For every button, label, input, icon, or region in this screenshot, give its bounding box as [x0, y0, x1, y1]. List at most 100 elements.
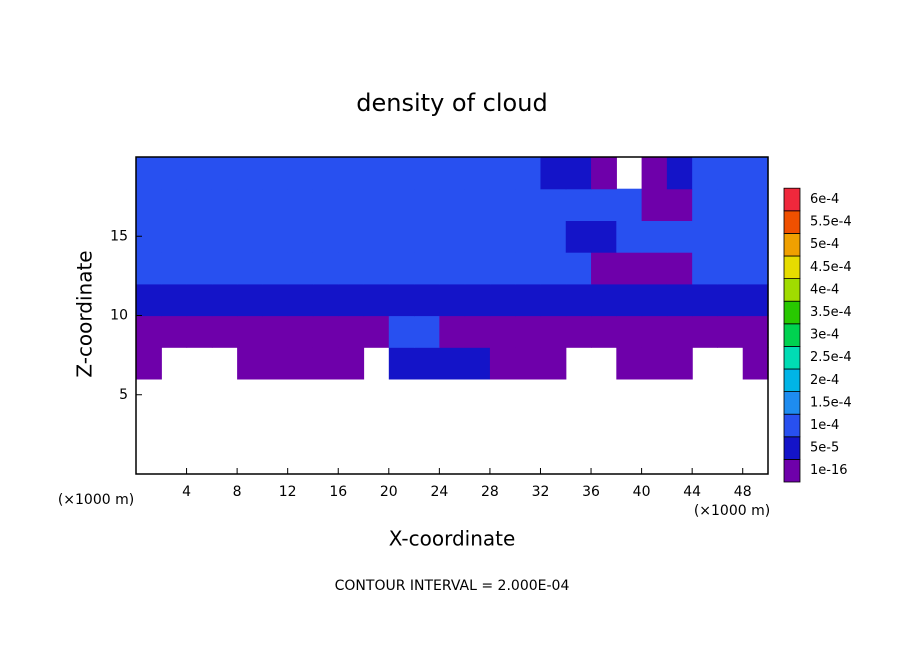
cell: [692, 315, 719, 348]
colorbar-label: 1e-16: [810, 463, 848, 478]
cell: [742, 220, 769, 253]
x-tick-label: 40: [633, 484, 651, 500]
cell: [464, 315, 491, 348]
cell: [262, 220, 289, 253]
cell: [237, 157, 263, 190]
cell: [616, 220, 643, 253]
colorbar-box: [783, 210, 801, 234]
colorbar-box: [783, 368, 801, 393]
cell: [692, 220, 719, 253]
cell: [161, 283, 188, 317]
cell: [540, 157, 567, 190]
cell: [338, 188, 365, 221]
cell: [464, 157, 491, 190]
cell: [666, 188, 693, 221]
cell: [388, 157, 415, 190]
y-unit-label: (×1000 m): [58, 492, 134, 508]
cell: [717, 157, 744, 190]
cell: [641, 220, 668, 253]
cell: [489, 283, 516, 317]
cell: [262, 157, 289, 190]
cell: [439, 188, 466, 221]
cell: [161, 315, 188, 348]
field: [136, 157, 769, 380]
chart-title: density of cloud: [356, 89, 547, 117]
cell: [161, 220, 188, 253]
cell: [742, 347, 769, 380]
colorbar-label: 5e-4: [810, 237, 839, 252]
colorbar-label: 3.5e-4: [810, 305, 852, 320]
cell: [287, 283, 314, 317]
cell: [312, 315, 339, 348]
cell: [211, 220, 238, 253]
cell: [136, 188, 162, 221]
cell: [515, 188, 542, 221]
cell: [666, 220, 693, 253]
cell: [540, 283, 567, 317]
cell: [489, 157, 516, 190]
cell: [591, 252, 617, 285]
cell: [211, 157, 238, 190]
cell: [287, 188, 314, 221]
x-tick-label: 32: [532, 484, 550, 500]
cell: [464, 188, 491, 221]
cell: [211, 315, 238, 348]
cell: [439, 283, 466, 317]
cell: [591, 315, 617, 348]
cell: [414, 315, 440, 348]
cell: [540, 188, 567, 221]
cell: [540, 347, 567, 380]
cell: [211, 252, 238, 285]
colorbar-label: 6e-4: [810, 192, 839, 207]
cell: [591, 283, 617, 317]
cell: [565, 220, 592, 253]
cell: [464, 252, 491, 285]
colorbar-label: 3e-4: [810, 328, 839, 343]
cell: [742, 157, 769, 190]
cell: [464, 283, 491, 317]
cell: [666, 347, 693, 380]
cell: [338, 283, 365, 317]
cell: [717, 315, 744, 348]
colorbar-box: [783, 232, 801, 257]
cell: [136, 283, 162, 317]
cell: [692, 157, 719, 190]
cell: [211, 188, 238, 221]
colorbar-label: 4e-4: [810, 282, 839, 297]
cell: [692, 283, 719, 317]
cell: [161, 252, 188, 285]
cell: [414, 188, 440, 221]
cell: [312, 220, 339, 253]
cell: [641, 188, 668, 221]
cell: [414, 220, 440, 253]
x-tick-label: 48: [734, 484, 752, 500]
colorbar-box: [783, 436, 801, 460]
x-unit-label: (×1000 m): [694, 503, 770, 519]
cell: [717, 188, 744, 221]
cell: [565, 252, 592, 285]
cell: [338, 157, 365, 190]
cell: [742, 252, 769, 285]
cell: [136, 252, 162, 285]
cell: [363, 157, 390, 190]
cell: [616, 252, 643, 285]
cell: [717, 252, 744, 285]
x-tick-label: 24: [430, 484, 448, 500]
cell: [489, 315, 516, 348]
cell: [388, 315, 415, 348]
cell: [666, 157, 693, 190]
cell: [338, 252, 365, 285]
x-tick-label: 20: [380, 484, 398, 500]
cell: [540, 220, 567, 253]
cell: [489, 188, 516, 221]
cell: [666, 283, 693, 317]
cell: [338, 220, 365, 253]
cell: [439, 220, 466, 253]
cell: [489, 347, 516, 380]
cell: [312, 252, 339, 285]
cell: [540, 315, 567, 348]
x-axis-label: X-coordinate: [389, 527, 516, 551]
cell: [641, 252, 668, 285]
